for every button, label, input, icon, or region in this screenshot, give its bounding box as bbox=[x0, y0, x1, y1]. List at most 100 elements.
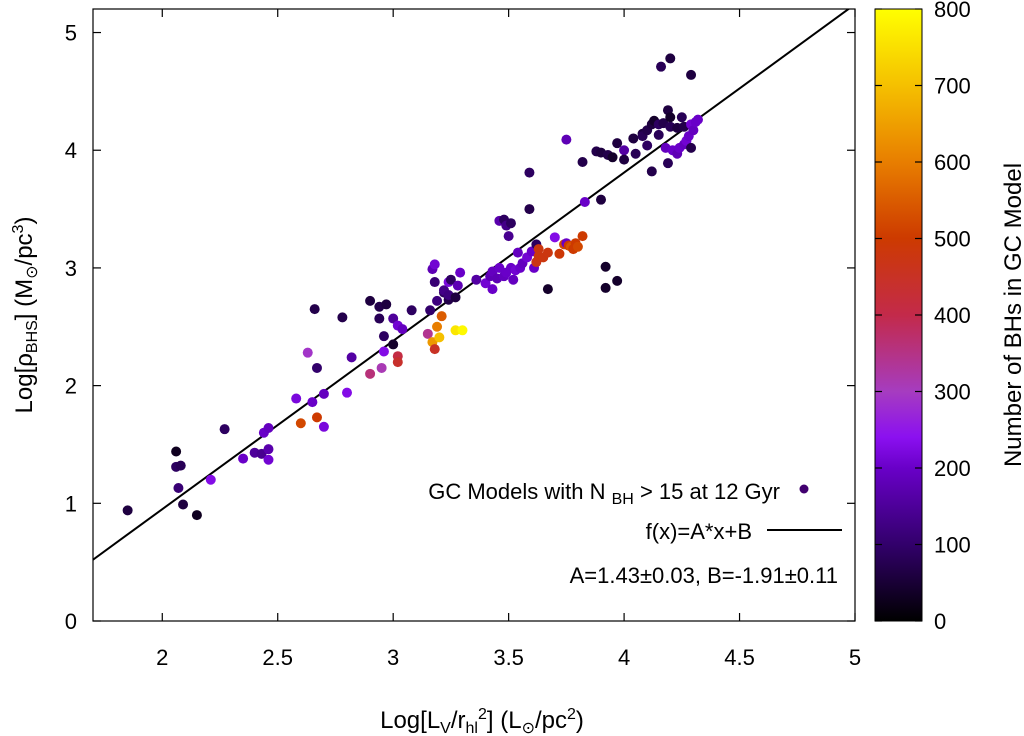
data-point bbox=[295, 418, 306, 429]
data-point bbox=[653, 129, 664, 140]
data-point bbox=[508, 274, 519, 285]
data-point bbox=[619, 154, 630, 165]
data-point bbox=[381, 299, 392, 310]
colorbar-tick-label: 800 bbox=[934, 0, 971, 22]
data-point bbox=[686, 69, 697, 80]
data-point bbox=[561, 134, 572, 145]
data-point bbox=[503, 231, 514, 242]
data-point bbox=[676, 112, 687, 123]
data-point bbox=[665, 53, 676, 64]
data-point bbox=[600, 261, 611, 272]
data-point bbox=[171, 446, 182, 457]
data-point bbox=[175, 460, 186, 471]
colorbar-tick-label: 100 bbox=[934, 533, 971, 558]
data-point bbox=[628, 133, 639, 144]
plot-frame bbox=[92, 8, 856, 622]
data-point bbox=[365, 295, 376, 306]
data-point bbox=[291, 393, 302, 404]
data-point bbox=[388, 313, 399, 324]
legend-fit-label: f(x)=A*x+B bbox=[646, 519, 752, 544]
y-tick-label: 3 bbox=[65, 256, 77, 281]
x-axis-ticks: 2 2.5 3 3.5 4 4.5 5 bbox=[156, 9, 861, 670]
colorbar-ticks: 0 100 200 300 400 500 600 700 800 bbox=[875, 0, 971, 634]
data-point bbox=[505, 218, 516, 229]
data-point bbox=[452, 280, 463, 291]
data-point bbox=[533, 244, 544, 255]
x-axis-title: Log[LV/rhl2] (L⊙/pc2) bbox=[380, 706, 584, 736]
colorbar-tick-label: 600 bbox=[934, 150, 971, 175]
legend-scatter-label: GC Models with N BH > 15 at 12 Gyr bbox=[428, 479, 780, 508]
x-tick-label: 4.5 bbox=[724, 645, 755, 670]
data-point bbox=[173, 483, 184, 494]
x-tick-label: 3 bbox=[387, 645, 399, 670]
data-point bbox=[619, 145, 630, 156]
data-point bbox=[554, 248, 565, 259]
data-point bbox=[122, 505, 133, 516]
y-axis-title: Log[ρBHS] (M⊙/pc3) bbox=[10, 217, 41, 414]
data-point bbox=[665, 112, 676, 123]
data-point bbox=[549, 232, 560, 243]
data-point bbox=[656, 61, 667, 72]
data-point bbox=[612, 275, 623, 286]
data-point bbox=[642, 140, 653, 151]
data-point bbox=[607, 152, 618, 163]
colorbar-tick-label: 0 bbox=[934, 609, 946, 634]
data-point bbox=[445, 274, 456, 285]
legend-fit-params: A=1.43±0.03, B=-1.91±0.11 bbox=[570, 563, 838, 588]
data-point bbox=[600, 282, 611, 293]
data-point bbox=[342, 387, 352, 398]
data-point bbox=[191, 510, 202, 521]
data-point bbox=[646, 166, 657, 177]
data-point bbox=[688, 125, 699, 136]
data-point bbox=[524, 167, 535, 178]
data-point bbox=[318, 388, 329, 399]
x-tick-label: 5 bbox=[849, 645, 861, 670]
y-tick-label: 2 bbox=[65, 374, 77, 399]
data-point bbox=[542, 284, 553, 295]
data-point bbox=[572, 241, 583, 252]
data-point bbox=[471, 274, 482, 285]
y-tick-label: 1 bbox=[65, 491, 77, 516]
data-point bbox=[392, 357, 403, 368]
data-point bbox=[406, 305, 417, 316]
colorbar-title: Number of BHs in GC Model bbox=[1000, 163, 1024, 467]
data-point bbox=[434, 332, 445, 343]
x-tick-label: 2.5 bbox=[262, 645, 293, 670]
colorbar-tick-label: 300 bbox=[934, 380, 971, 405]
data-point bbox=[662, 158, 673, 169]
data-point bbox=[630, 148, 641, 159]
data-point bbox=[612, 138, 623, 149]
data-point bbox=[205, 474, 216, 485]
data-point bbox=[311, 362, 322, 373]
colorbar-gradient bbox=[874, 8, 923, 622]
data-point bbox=[432, 295, 443, 306]
data-point bbox=[397, 324, 408, 335]
data-point bbox=[429, 259, 440, 270]
data-point bbox=[311, 412, 322, 423]
data-point bbox=[365, 368, 376, 379]
data-point bbox=[346, 352, 357, 363]
data-point bbox=[378, 346, 389, 357]
data-point bbox=[542, 247, 553, 258]
y-axis-ticks: 0 1 2 3 4 5 bbox=[65, 21, 855, 634]
data-point bbox=[455, 267, 466, 278]
colorbar-tick-label: 400 bbox=[934, 303, 971, 328]
data-point bbox=[309, 304, 320, 315]
data-point bbox=[577, 231, 588, 242]
data-point bbox=[238, 453, 249, 464]
data-point bbox=[425, 305, 436, 316]
data-point bbox=[457, 325, 468, 336]
data-point bbox=[450, 292, 461, 303]
data-point bbox=[512, 247, 523, 258]
data-point bbox=[263, 454, 274, 465]
data-point bbox=[422, 328, 433, 339]
y-tick-label: 4 bbox=[65, 138, 77, 163]
data-point bbox=[436, 311, 447, 322]
data-point bbox=[376, 362, 387, 373]
data-point bbox=[302, 347, 313, 358]
data-point bbox=[429, 344, 440, 355]
data-point bbox=[432, 321, 443, 332]
legend-scatter-marker bbox=[799, 484, 809, 494]
y-tick-label: 0 bbox=[65, 609, 77, 634]
data-point bbox=[307, 397, 318, 408]
